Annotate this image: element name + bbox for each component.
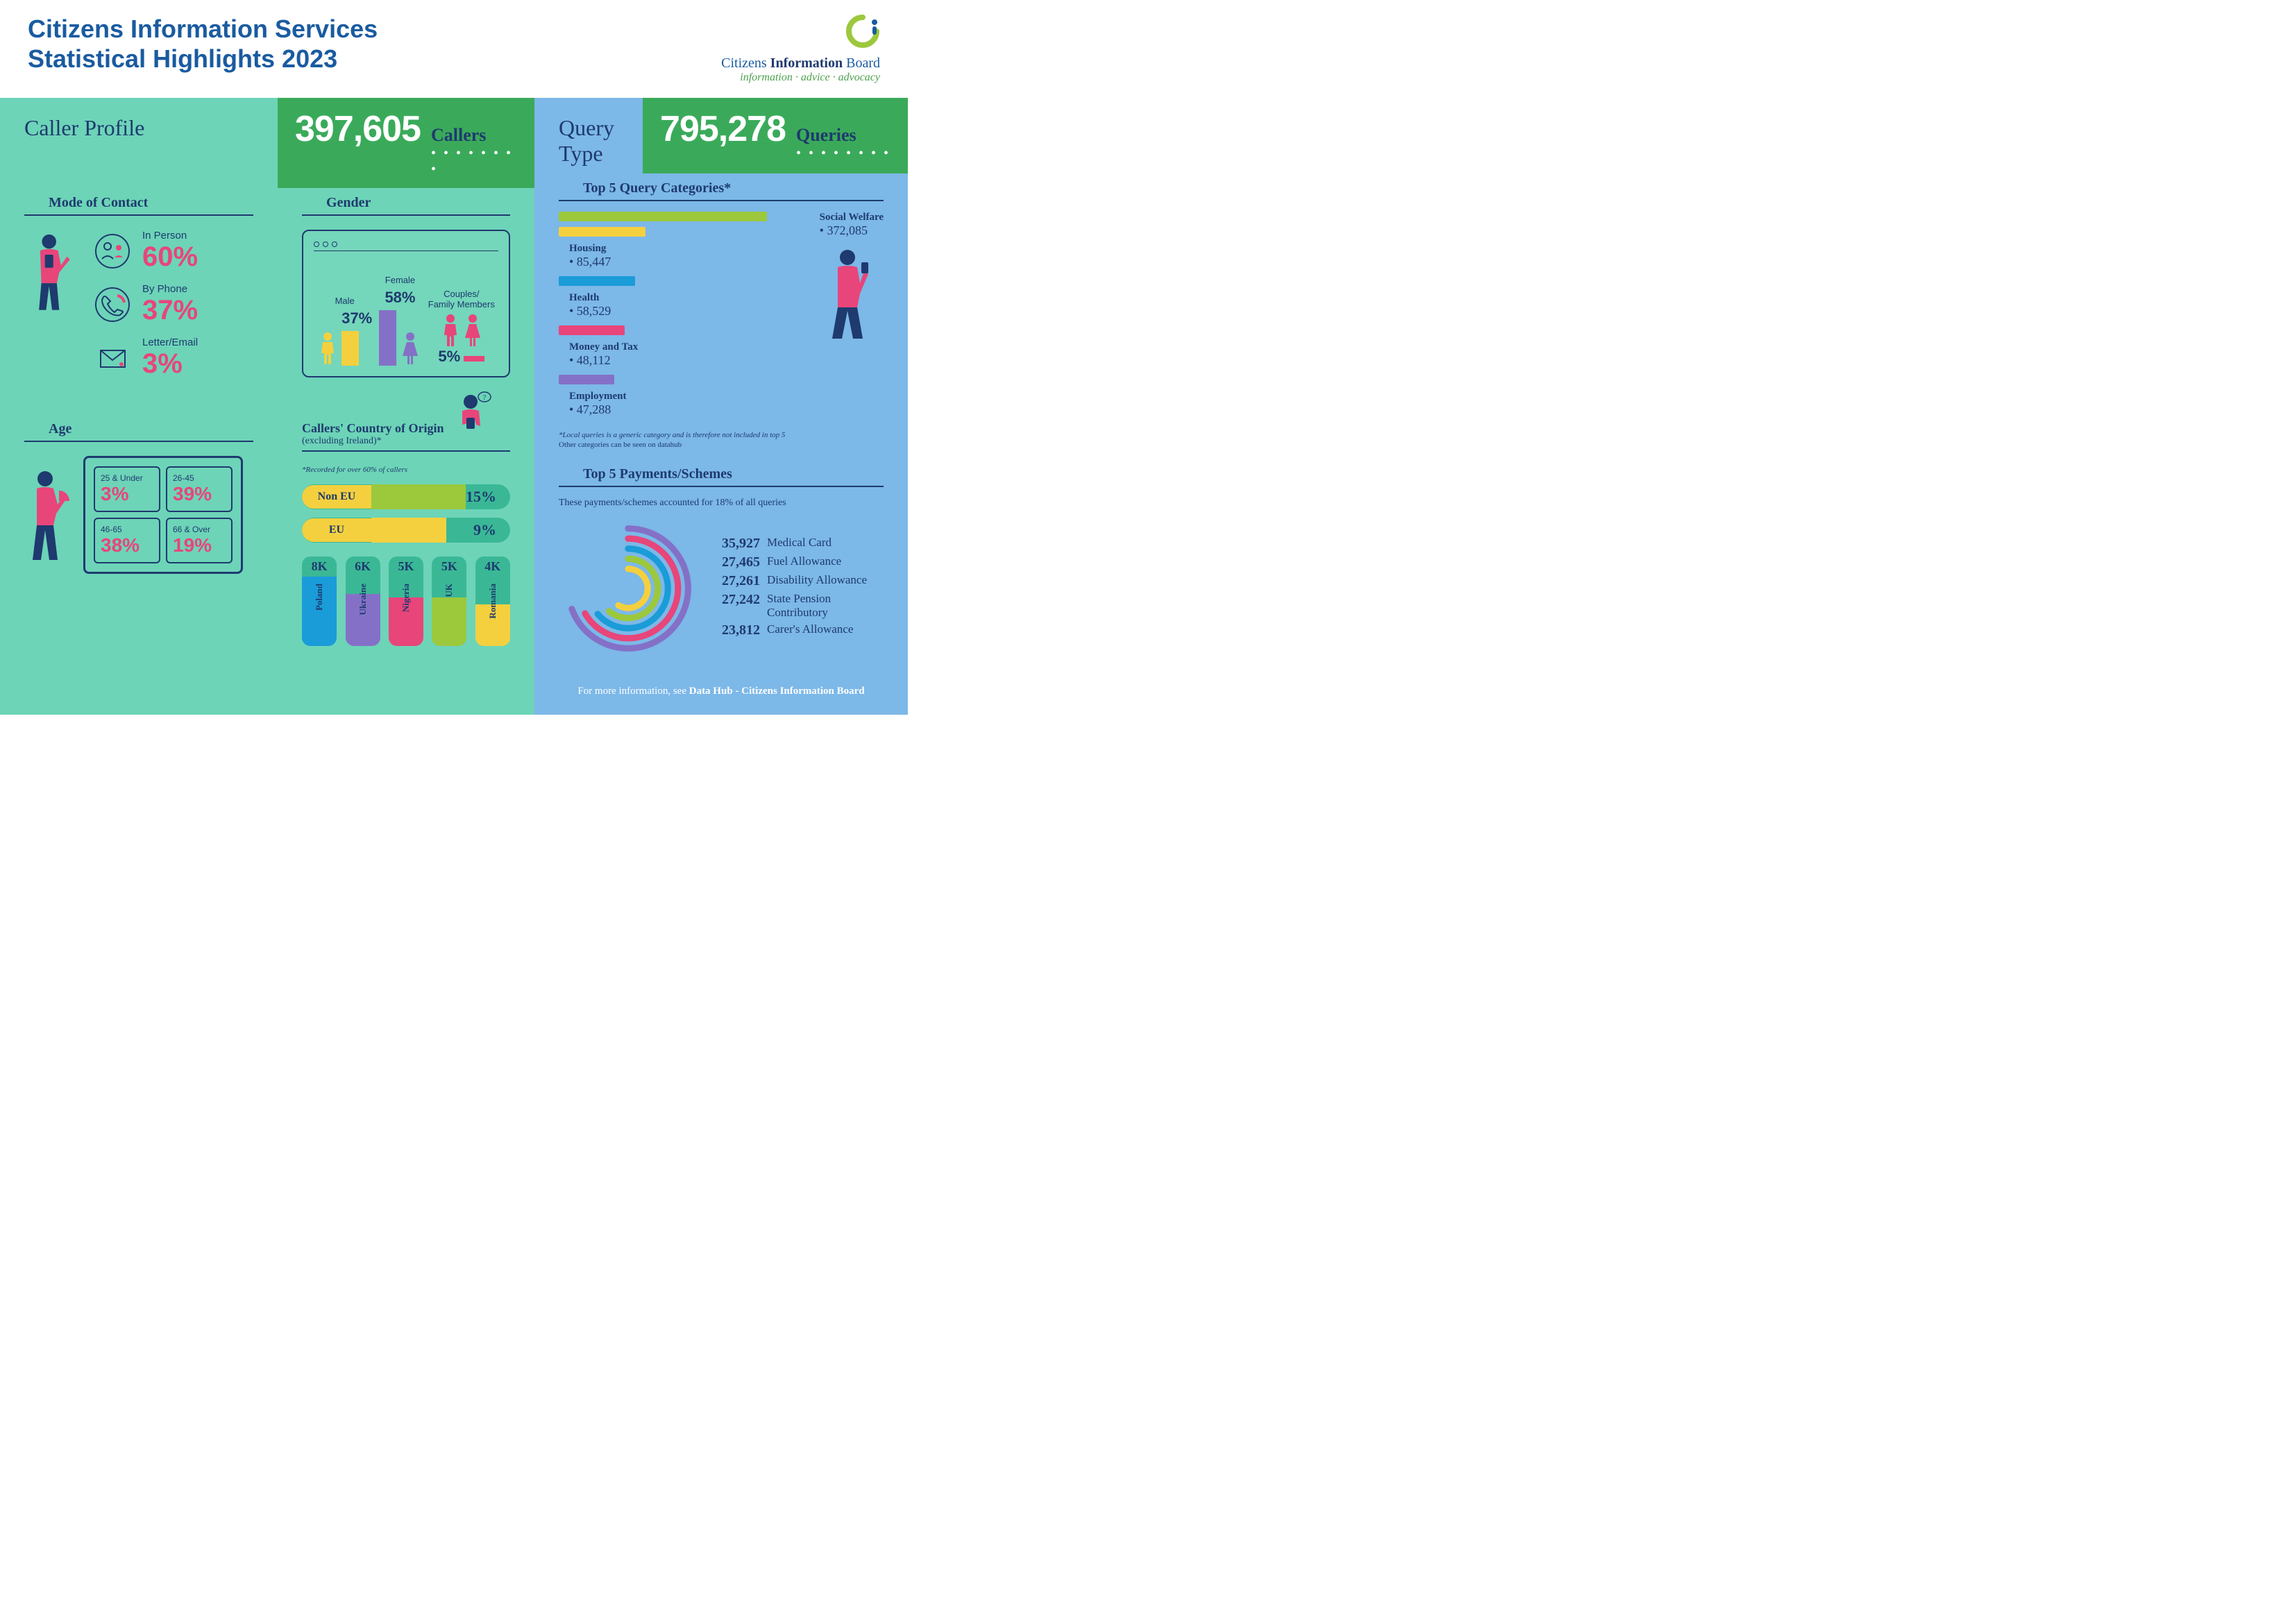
logo-icon <box>845 14 880 49</box>
gender-male: Male 37% <box>317 296 372 366</box>
query-cat: Housing• 85,447 <box>569 242 806 269</box>
country-bar-Ukraine: 6K Ukraine <box>346 556 380 619</box>
age-cell: 25 & Under3% <box>94 466 160 512</box>
payment-row: 27,261Disability Allowance <box>711 573 884 589</box>
person-chart-illustration <box>24 466 73 563</box>
age-monitor: 25 & Under3%26-4539%46-6538%66 & Over19% <box>83 456 243 574</box>
query-cats-title: Top 5 Query Categories* <box>559 173 884 201</box>
query-type-title: Query Type <box>534 98 643 173</box>
payments-arcs-chart <box>559 519 698 658</box>
gender-title: Gender <box>302 188 510 216</box>
footer-note: For more information, see Data Hub - Cit… <box>534 668 908 715</box>
callers-banner: 397,605 Callers• • • • • • • • <box>278 98 534 188</box>
query-cat: Employment• 47,288 <box>569 390 806 417</box>
person-phone-illustration <box>820 245 875 342</box>
query-cat: Health• 58,529 <box>569 291 806 318</box>
svg-text:?: ? <box>482 394 486 402</box>
age-title: Age <box>24 414 253 442</box>
age-cell: 66 & Over19% <box>166 518 233 563</box>
country-bar-Romania: 4K Romania <box>475 556 510 619</box>
country-bar-Nigeria: 5K Nigeria <box>389 556 423 619</box>
age-cell: 46-6538% <box>94 518 160 563</box>
mode-mail: Letter/Email3% <box>94 337 198 380</box>
in-person-icon <box>94 232 132 271</box>
origin-bar: EU 9% <box>302 518 510 543</box>
origin-title: Callers' Country of Origin <box>302 421 444 436</box>
query-type-panel: Query Type 795,278 Queries• • • • • • • … <box>534 98 908 715</box>
query-cat: Money and Tax• 48,112 <box>569 341 806 368</box>
gender-box: Male 37% Female 58% Couples/ Family Memb… <box>302 230 510 377</box>
person-thinking-illustration: ? <box>451 391 493 447</box>
person-pointing-illustration <box>24 230 80 313</box>
mail-icon <box>94 339 132 377</box>
payment-row: 23,812Carer's Allowance <box>711 622 884 638</box>
mode-in-person: In Person60% <box>94 230 198 273</box>
country-bar-UK: 5K UK <box>432 556 466 619</box>
country-bar-Poland: 8K Poland <box>302 556 337 619</box>
payment-row: 35,927Medical Card <box>711 536 884 552</box>
header: Citizens Information Services Statistica… <box>0 0 908 98</box>
gender-female: Female 58% <box>379 275 421 366</box>
payment-row: 27,465Fuel Allowance <box>711 554 884 570</box>
payments-title: Top 5 Payments/Schemes <box>559 459 884 487</box>
page-title: Citizens Information Services Statistica… <box>28 14 378 74</box>
query-categories-chart: Housing• 85,447 Health• 58,529 Money and T… <box>534 201 908 459</box>
queries-banner: 795,278 Queries• • • • • • • • <box>643 98 908 173</box>
payment-row: 27,242State Pension Contributory <box>711 592 884 620</box>
mode-contact-title: Mode of Contact <box>24 188 253 216</box>
mode-phone: By Phone37% <box>94 283 198 326</box>
logo: Citizens Information Board information ·… <box>721 14 880 84</box>
caller-profile-panel: Caller Profile 397,605 Callers• • • • • … <box>0 98 534 715</box>
gender-couples: Couples/ Family Members 5% <box>428 289 495 366</box>
caller-profile-title: Caller Profile <box>0 98 278 148</box>
origin-bar: Non EU 15% <box>302 484 510 509</box>
age-cell: 26-4539% <box>166 466 233 512</box>
payments-section: These payments/schemes accounted for 18%… <box>534 487 908 668</box>
phone-icon <box>94 286 132 324</box>
